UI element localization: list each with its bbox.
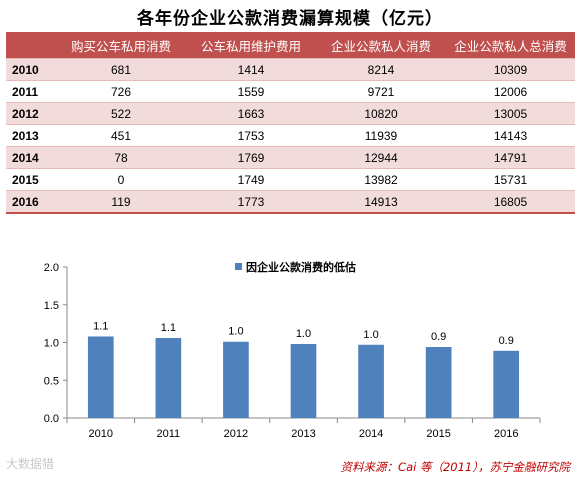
data-label: 0.9 (431, 331, 446, 343)
table-row: 2012 522 1663 10820 13005 (6, 102, 575, 125)
bar (155, 337, 182, 418)
x-tick-label: 2011 (157, 428, 181, 440)
bar (223, 341, 249, 418)
y-tick-label: 0.0 (44, 413, 59, 425)
table-value-cell: 14143 (446, 124, 575, 147)
table-value-cell: 1773 (186, 190, 316, 213)
y-tick-label: 0.5 (44, 375, 59, 387)
table-value-cell: 10820 (316, 102, 446, 125)
table-value-cell: 16805 (446, 190, 575, 213)
x-tick-label: 2012 (224, 428, 248, 440)
table-value-cell: 10309 (446, 58, 575, 81)
table-row: 2016 119 1773 14913 16805 (6, 190, 575, 213)
table-value-cell: 14913 (316, 190, 446, 213)
bar (87, 336, 114, 418)
watermark: 大数据猎 (6, 457, 55, 471)
table-row: 2013 451 1753 11939 14143 (6, 124, 575, 147)
data-label: 0.9 (499, 335, 514, 347)
source-note: 资料来源：Cai 等（2011），苏宁金融研究院 (340, 460, 570, 474)
bar (358, 344, 384, 418)
bar (425, 347, 452, 418)
table-value-cell: 522 (56, 102, 186, 125)
table-header-cell: 企业公款私人总消费 (446, 32, 575, 59)
table-header-cell: 购买公车私用消费 (56, 32, 186, 59)
y-tick-label: 1.5 (44, 300, 59, 312)
page-title: 各年份企业公款消费漏算规模（亿元） (137, 9, 443, 29)
bar (290, 344, 317, 418)
data-label: 1.0 (228, 326, 243, 338)
table-value-cell: 1414 (186, 58, 316, 81)
table-row: 2010 681 1414 8214 10309 (6, 58, 575, 81)
table-value-cell: 451 (56, 124, 186, 147)
data-label: 1.1 (93, 320, 108, 332)
table-year-cell: 2013 (6, 124, 56, 147)
table-row: 2014 78 1769 12944 14791 (6, 146, 575, 169)
data-label: 1.0 (363, 329, 378, 341)
table-value-cell: 1753 (186, 124, 316, 147)
table-value-cell: 13982 (316, 168, 446, 191)
table-year-cell: 2010 (6, 58, 56, 81)
data-label: 1.1 (161, 322, 176, 334)
table-year-cell: 2016 (6, 190, 56, 213)
chart-bars: 1.1 1.1 1.0 1.0 1.0 0.9 0.9 (87, 320, 520, 418)
table-value-cell: 78 (56, 146, 186, 169)
table-value-cell: 9721 (316, 80, 446, 103)
table-value-cell: 1769 (186, 146, 316, 169)
table-year-cell: 2012 (6, 102, 56, 125)
table-year-cell: 2011 (6, 80, 56, 103)
table-value-cell: 119 (56, 190, 186, 213)
x-tick-label: 2013 (291, 428, 315, 440)
table-value-cell: 1749 (186, 168, 316, 191)
table-value-cell: 1663 (186, 102, 316, 125)
table-row: 2015 0 1749 13982 15731 (6, 168, 575, 191)
y-tick-label: 2.0 (44, 262, 59, 274)
table-value-cell: 0 (56, 168, 186, 191)
legend-swatch (235, 263, 242, 270)
table-year-cell: 2015 (6, 168, 56, 191)
table-value-cell: 1559 (186, 80, 316, 103)
table-header-cell: 公车私用维护费用 (186, 32, 316, 59)
table-value-cell: 726 (56, 80, 186, 103)
data-label: 1.0 (296, 328, 311, 340)
table-value-cell: 681 (56, 58, 186, 81)
table-value-cell: 11939 (316, 124, 446, 147)
table-value-cell: 13005 (446, 102, 575, 125)
data-table: 购买公车私用消费 公车私用维护费用 企业公款私人消费 企业公款私人总消费 2010 68… (6, 32, 575, 214)
legend-label: 因企业公款消费的低估 (246, 260, 356, 274)
x-tick-label: 2015 (426, 428, 450, 440)
table-value-cell: 15731 (446, 168, 575, 191)
x-tick-label: 2014 (359, 428, 383, 440)
table-header-cell: 企业公款私人消费 (316, 32, 446, 59)
table-value-cell: 12006 (446, 80, 575, 103)
x-tick-label: 2016 (494, 428, 518, 440)
chart-axes: 0.0 0.5 1.0 1.5 2.0 2010 2011 2012 2013 2014 2015 2… (44, 262, 541, 440)
y-tick-label: 1.0 (44, 338, 59, 350)
chart-legend: 因企业公款消费的低估 (235, 260, 356, 274)
table-row: 2011 726 1559 9721 12006 (6, 80, 575, 103)
bar-chart: 0.0 0.5 1.0 1.5 2.0 2010 2011 2012 2013 2014 2015 2… (44, 260, 541, 440)
table-header-row: 购买公车私用消费 公车私用维护费用 企业公款私人消费 企业公款私人总消费 (6, 32, 575, 59)
table-value-cell: 14791 (446, 146, 575, 169)
table-header-cell (6, 32, 56, 59)
table-value-cell: 12944 (316, 146, 446, 169)
bar (493, 350, 520, 418)
x-tick-label: 2010 (89, 428, 113, 440)
table-year-cell: 2014 (6, 146, 56, 169)
table-value-cell: 8214 (316, 58, 446, 81)
